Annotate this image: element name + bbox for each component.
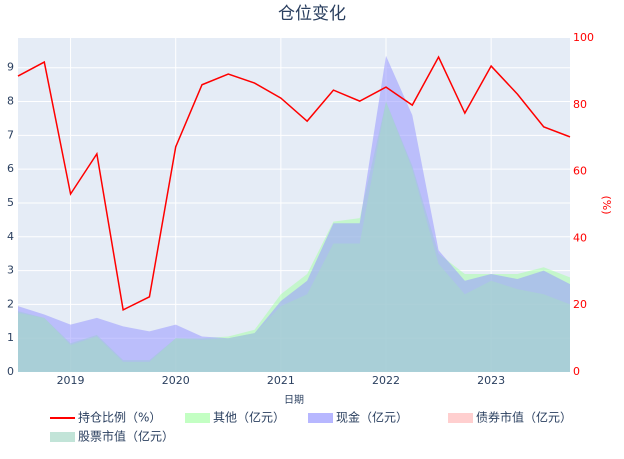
legend-label: 股票市值（亿元） — [78, 429, 174, 444]
y2-tick-label: 20 — [573, 298, 587, 311]
line — [17, 55, 571, 311]
y-tick-label: 3 — [7, 264, 14, 277]
legend-label: 现金（亿元） — [336, 410, 408, 425]
y-tick-label: 7 — [7, 128, 14, 141]
x-tick-label: 2020 — [162, 374, 190, 387]
y-tick-label: 5 — [7, 196, 14, 209]
y2-tick-label: 100 — [573, 31, 594, 44]
y-tick-label: 1 — [7, 331, 14, 344]
x-tick-label: 2023 — [477, 374, 505, 387]
legend-symbol — [448, 413, 473, 423]
y-tick-label: 6 — [7, 162, 14, 175]
y-tick-label: 0 — [7, 365, 14, 378]
x-tick-label: 2019 — [57, 374, 85, 387]
y-tick-label: 2 — [7, 297, 14, 310]
chart-title: 仓位变化 — [278, 4, 346, 24]
x-axis-label: 日期 — [284, 394, 304, 406]
y-tick-label: 4 — [7, 230, 14, 243]
y2-tick-label: 60 — [573, 165, 587, 178]
y2-axis-label: (%) — [600, 195, 613, 214]
legend-symbol — [185, 413, 210, 423]
legend-label: 持仓比例（%） — [78, 410, 161, 425]
y-tick-label: 8 — [7, 95, 14, 108]
y2-tick-label: 80 — [573, 98, 587, 111]
legend-label: 其他（亿元） — [213, 410, 285, 425]
x-tick-label: 2022 — [372, 374, 400, 387]
x-tick-label: 2021 — [267, 374, 295, 387]
legend-symbol — [50, 432, 75, 442]
y-tick-label: 9 — [7, 61, 14, 74]
y2-tick-label: 40 — [573, 231, 587, 244]
y2-tick-label: 0 — [573, 365, 580, 378]
legend-symbol — [308, 413, 333, 423]
legend-label: 债券市值（亿元） — [476, 410, 572, 425]
area — [18, 101, 570, 372]
